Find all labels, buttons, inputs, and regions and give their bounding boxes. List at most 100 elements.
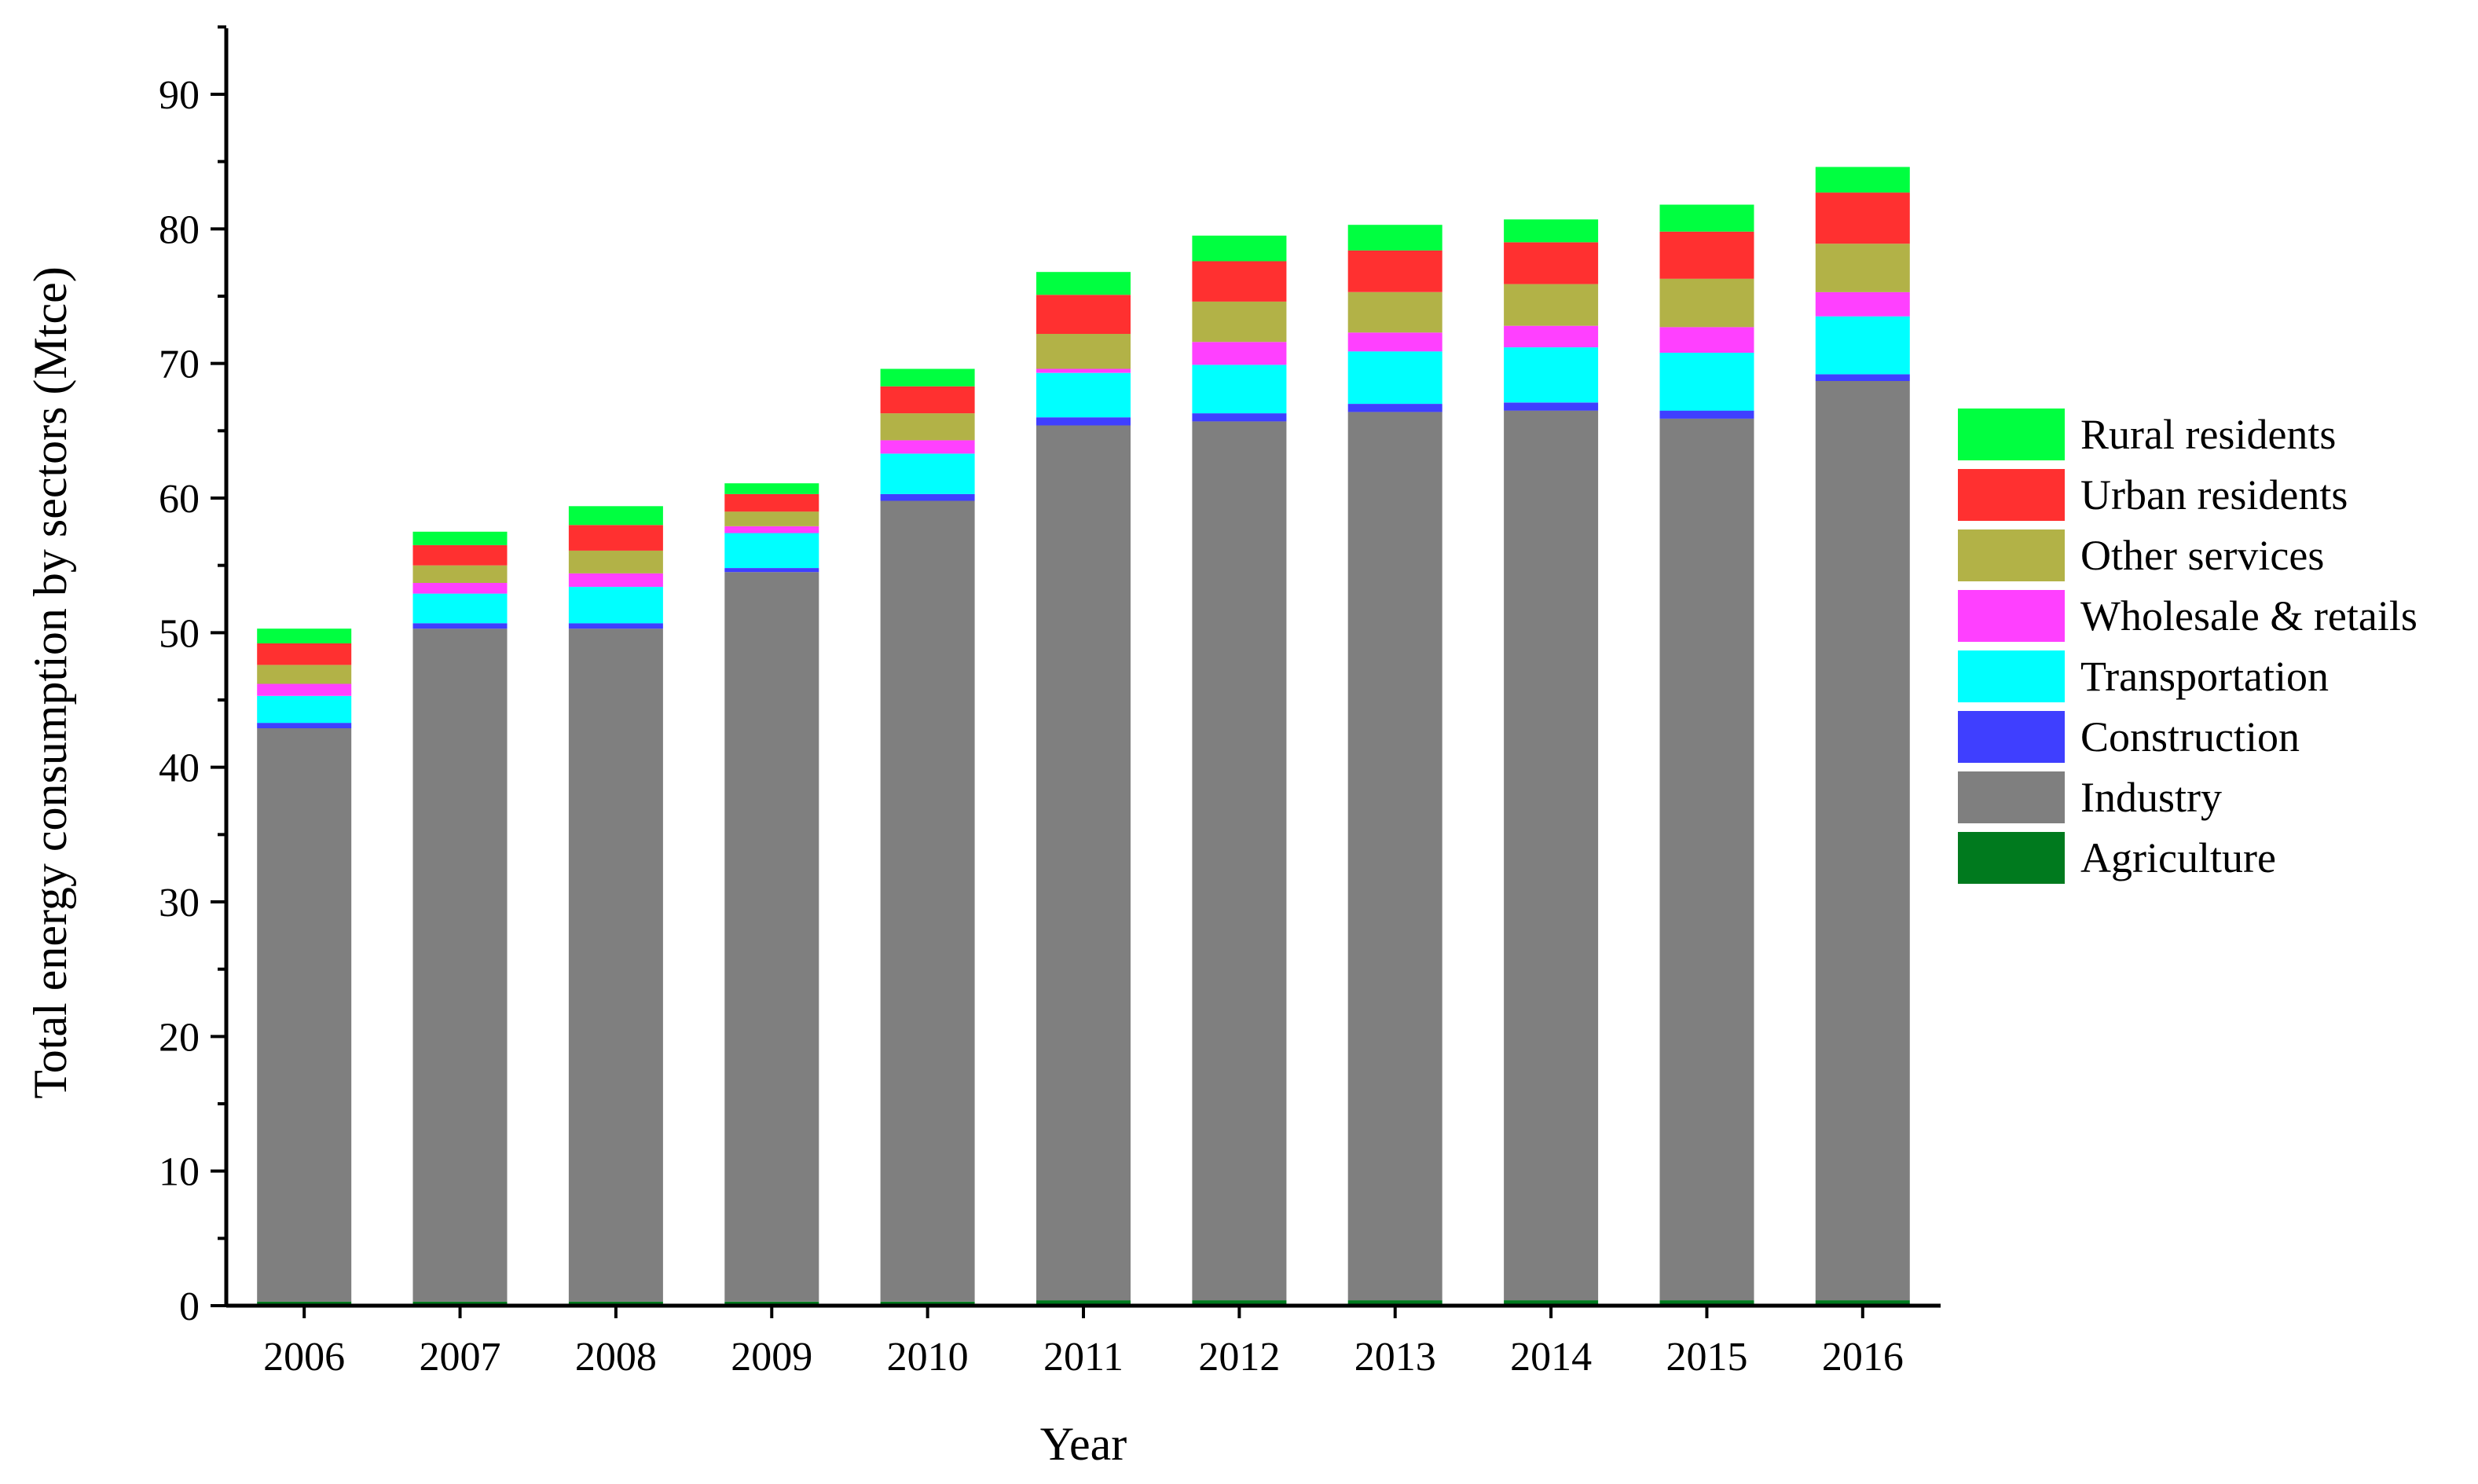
bar-transportation-2011 (1036, 372, 1131, 418)
legend: Rural residents Urban residents Other serv… (1958, 409, 2418, 884)
bar-rural-residents-2016 (1815, 167, 1910, 193)
y-tick-label: 60 (159, 477, 200, 522)
bar-other-services-2012 (1192, 301, 1287, 343)
legend-label-other-services: Other services (2080, 532, 2324, 579)
legend-label-agriculture: Agriculture (2080, 834, 2276, 881)
axes-group: 2006 2007 2008 2009 2010 2011 2012 2013 2014 2015… (159, 25, 1941, 1380)
bar-industry-2007 (412, 628, 508, 1302)
y-tick-label: 30 (159, 881, 200, 925)
bar-urban-residents-2009 (724, 493, 819, 512)
bar-agriculture-2012 (1192, 1300, 1287, 1306)
x-tick-label: 2014 (1510, 1335, 1592, 1380)
bar-industry-2012 (1192, 421, 1287, 1301)
bar-construction-2009 (724, 568, 819, 573)
bar-other-services-2008 (568, 550, 663, 573)
bar-wholesale-retails-2006 (257, 683, 352, 696)
bar-industry-2013 (1347, 412, 1442, 1301)
bar-construction-2008 (568, 623, 663, 629)
bar-industry-2015 (1659, 418, 1754, 1301)
bar-rural-residents-2010 (880, 368, 975, 387)
bar-urban-residents-2016 (1815, 192, 1910, 244)
x-tick-label: 2010 (887, 1335, 969, 1380)
bar-urban-residents-2015 (1659, 231, 1754, 279)
bar-transportation-2009 (724, 533, 819, 568)
bar-rural-residents-2006 (257, 628, 352, 643)
legend-label-industry: Industry (2080, 774, 2222, 821)
bar-urban-residents-2013 (1347, 250, 1442, 292)
bar-urban-residents-2010 (880, 386, 975, 414)
bar-construction-2013 (1347, 404, 1442, 412)
bar-industry-2014 (1504, 410, 1599, 1301)
bar-transportation-2014 (1504, 347, 1599, 403)
y-tick-label: 90 (159, 73, 200, 118)
bars-group (257, 167, 1910, 1306)
bar-agriculture-2006 (257, 1301, 352, 1306)
bar-other-services-2013 (1347, 291, 1442, 333)
legend-label-construction: Construction (2080, 713, 2300, 760)
bar-urban-residents-2011 (1036, 295, 1131, 334)
legend-swatch-other-services (1958, 529, 2065, 581)
bar-agriculture-2008 (568, 1301, 663, 1306)
bar-wholesale-retails-2012 (1192, 342, 1287, 365)
x-tick-label: 2013 (1354, 1335, 1436, 1380)
bar-urban-residents-2007 (412, 545, 508, 566)
bar-other-services-2007 (412, 565, 508, 583)
bar-agriculture-2014 (1504, 1300, 1599, 1306)
bar-industry-2016 (1815, 380, 1910, 1301)
legend-swatch-transportation (1958, 650, 2065, 702)
legend-swatch-rural-residents (1958, 409, 2065, 460)
x-axis-title: Year (1040, 1418, 1127, 1470)
bar-construction-2007 (412, 623, 508, 629)
bar-wholesale-retails-2016 (1815, 291, 1910, 317)
bar-agriculture-2016 (1815, 1300, 1910, 1306)
legend-label-rural-residents: Rural residents (2080, 411, 2336, 458)
bar-rural-residents-2007 (412, 531, 508, 545)
bar-other-services-2009 (724, 511, 819, 526)
bar-wholesale-retails-2009 (724, 526, 819, 533)
bar-wholesale-retails-2014 (1504, 325, 1599, 348)
bar-transportation-2008 (568, 587, 663, 624)
bar-wholesale-retails-2011 (1036, 368, 1131, 373)
bar-rural-residents-2012 (1192, 235, 1287, 262)
bar-wholesale-retails-2007 (412, 582, 508, 594)
bar-urban-residents-2006 (257, 643, 352, 665)
y-tick-label: 50 (159, 611, 200, 656)
bar-urban-residents-2014 (1504, 242, 1599, 284)
x-tick-label: 2012 (1198, 1335, 1280, 1380)
x-tick-label: 2006 (263, 1335, 345, 1380)
bar-construction-2010 (880, 493, 975, 501)
y-tick-label: 20 (159, 1015, 200, 1060)
bar-transportation-2012 (1192, 365, 1287, 414)
x-tick-label: 2016 (1822, 1335, 1904, 1380)
bar-transportation-2007 (412, 593, 508, 624)
bar-agriculture-2013 (1347, 1300, 1442, 1306)
bar-wholesale-retails-2013 (1347, 332, 1442, 352)
bar-rural-residents-2014 (1504, 219, 1599, 243)
legend-label-transportation: Transportation (2080, 653, 2329, 700)
bar-agriculture-2007 (412, 1301, 508, 1306)
bar-transportation-2006 (257, 695, 352, 724)
bar-rural-residents-2009 (724, 483, 819, 494)
y-tick-label: 10 (159, 1150, 200, 1195)
bar-rural-residents-2008 (568, 506, 663, 526)
bar-other-services-2006 (257, 665, 352, 684)
y-tick-label: 40 (159, 746, 200, 791)
bar-rural-residents-2015 (1659, 204, 1754, 232)
bar-other-services-2014 (1504, 284, 1599, 326)
legend-swatch-industry (1958, 771, 2065, 823)
bar-rural-residents-2011 (1036, 272, 1131, 295)
bar-urban-residents-2012 (1192, 261, 1287, 302)
bar-construction-2006 (257, 723, 352, 728)
bar-rural-residents-2013 (1347, 225, 1442, 251)
x-tick-label: 2008 (575, 1335, 657, 1380)
bar-agriculture-2010 (880, 1301, 975, 1306)
y-tick-label: 80 (159, 207, 200, 252)
bar-industry-2006 (257, 728, 352, 1302)
legend-label-wholesale-retails: Wholesale & retails (2080, 592, 2418, 639)
x-tick-label: 2007 (420, 1335, 501, 1380)
bar-agriculture-2009 (724, 1301, 819, 1306)
y-tick-label: 0 (179, 1284, 200, 1329)
bar-urban-residents-2008 (568, 525, 663, 551)
y-tick-label: 70 (159, 343, 200, 387)
